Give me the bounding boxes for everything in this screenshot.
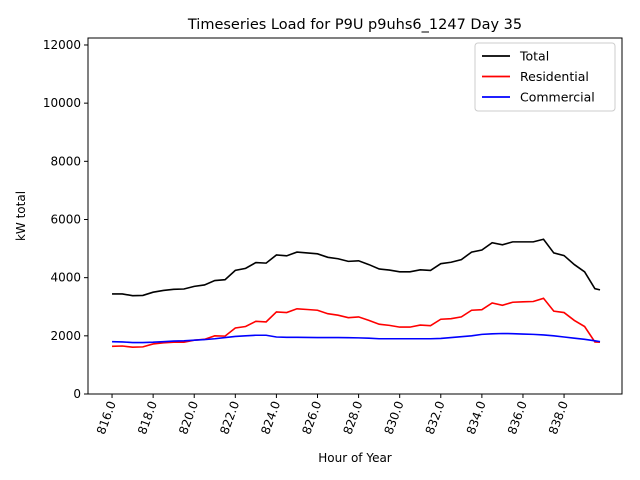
y-tick-label: 12000 — [43, 38, 81, 52]
plot-frame — [87, 37, 623, 395]
legend: Total Residential Commercial — [474, 42, 616, 112]
y-tick-label: 0 — [73, 387, 81, 401]
x-tick-label: 818.0 — [135, 399, 160, 436]
x-tick-label: 836.0 — [505, 399, 530, 436]
y-axis-label: kW total — [14, 191, 28, 241]
x-tick-label: 826.0 — [299, 399, 324, 436]
x-tick-label: 828.0 — [341, 399, 366, 436]
x-tick-label: 820.0 — [176, 399, 201, 436]
legend-label: Total — [519, 49, 549, 64]
series-line-total — [112, 238, 601, 297]
x-tick-label: 832.0 — [423, 399, 448, 436]
x-tick-label: 830.0 — [382, 399, 407, 436]
y-tick-label: 4000 — [50, 271, 81, 285]
x-axis-label: Hour of Year — [318, 451, 392, 465]
legend-box — [474, 42, 616, 112]
y-tick-label: 2000 — [50, 329, 81, 343]
x-tick-label: 824.0 — [258, 399, 283, 436]
x-tick-label: 834.0 — [464, 399, 489, 436]
y-tick-label: 6000 — [50, 212, 81, 226]
y-tick-label: 10000 — [43, 96, 81, 110]
chart-title: Timeseries Load for P9U p9uhs6_1247 Day … — [187, 17, 522, 33]
x-tick-label: 822.0 — [217, 399, 242, 436]
y-tick-label: 8000 — [50, 154, 81, 168]
legend-label: Commercial — [520, 90, 595, 105]
series-line-residential — [112, 297, 601, 348]
x-tick-label: 838.0 — [546, 399, 571, 436]
series-line-commercial — [112, 332, 601, 344]
x-tick-label: 816.0 — [94, 399, 119, 436]
legend-label: Residential — [520, 69, 589, 84]
